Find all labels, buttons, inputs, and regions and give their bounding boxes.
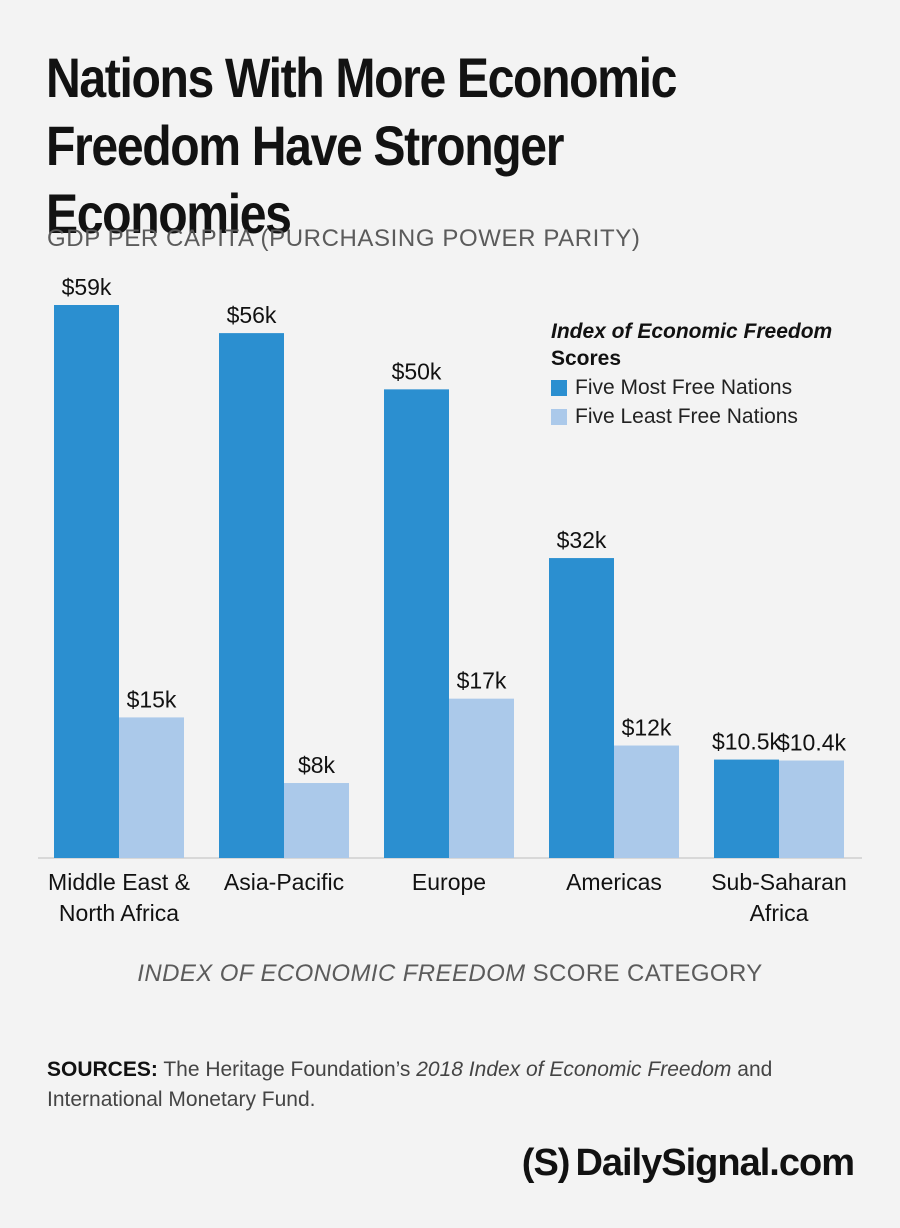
title-line-2: Freedom Have Stronger Economies	[46, 114, 564, 245]
sources-lead: SOURCES:	[47, 1058, 158, 1081]
data-label-least-free-1: $8k	[298, 752, 336, 778]
data-label-most-free-4: $10.5k	[712, 729, 782, 755]
legend-title-italic: Index of Economic Freedom	[551, 320, 833, 343]
bar-most-free-0	[54, 305, 119, 858]
legend-title-rest: Scores	[551, 347, 622, 370]
sources-text-1: The Heritage Foundation’s	[157, 1058, 417, 1081]
x-axis-label-italic: INDEX OF ECONOMIC FREEDOM	[137, 960, 526, 987]
data-label-most-free-0: $59k	[62, 274, 112, 300]
legend: Index of Economic Freedom Scores Five Mo…	[551, 318, 900, 430]
category-label-0-line-0: Middle East &	[48, 869, 190, 895]
sources-text-2: and International Monetary Fund.	[47, 1058, 773, 1111]
logo-mark: (S)	[521, 1142, 571, 1184]
data-label-most-free-2: $50k	[392, 358, 442, 384]
sources: SOURCES: The Heritage Foundation’s 2018 …	[47, 1055, 867, 1115]
legend-item-least-free: Five Least Free Nations	[551, 403, 900, 430]
bar-most-free-4	[714, 759, 779, 858]
legend-swatch-least-free	[551, 408, 567, 425]
data-label-least-free-3: $12k	[622, 715, 672, 741]
category-label-4-line-1: Africa	[750, 900, 809, 926]
category-label-3-line-0: Americas	[566, 869, 662, 895]
logo-text: DailySignal.com	[575, 1142, 855, 1184]
legend-title: Index of Economic Freedom Scores	[551, 318, 900, 372]
bar-least-free-3	[614, 745, 679, 858]
chart-subtitle: GDP PER CAPITA (PURCHASING POWER PARITY)	[47, 225, 641, 252]
category-label-4-line-0: Sub-Saharan	[711, 869, 847, 895]
title-line-1: Nations With More Economic	[46, 46, 677, 109]
bar-least-free-0	[119, 717, 184, 858]
bar-most-free-3	[549, 558, 614, 858]
bar-chart: $59k $56k $50k $32k $10.5k $15k $8k $17k $12k $10…	[38, 274, 862, 926]
bar-least-free-2	[449, 698, 514, 858]
data-label-least-free-2: $17k	[457, 668, 507, 694]
bar-least-free-1	[284, 783, 349, 858]
bar-most-free-2	[384, 389, 449, 858]
title: Nations With More Economic Freedom Have …	[46, 44, 760, 248]
data-label-least-free-0: $15k	[127, 686, 177, 712]
x-axis-label-rest: SCORE CATEGORY	[525, 960, 763, 987]
daily-signal-logo: (S) DailySignal.com	[521, 1142, 855, 1185]
bar-least-free-4	[779, 760, 844, 858]
x-axis-label: INDEX OF ECONOMIC FREEDOM SCORE CATEGORY	[0, 960, 900, 988]
legend-item-most-free: Five Most Free Nations	[551, 374, 900, 401]
bar-most-free-1	[219, 333, 284, 858]
legend-label-least-free: Five Least Free Nations	[575, 404, 798, 428]
data-label-most-free-1: $56k	[227, 302, 277, 328]
legend-label-most-free: Five Most Free Nations	[575, 375, 793, 399]
category-label-1-line-0: Asia-Pacific	[224, 869, 344, 895]
data-label-most-free-3: $32k	[557, 527, 607, 553]
sources-publication: 2018 Index of Economic Freedom	[416, 1058, 732, 1081]
data-label-least-free-4: $10.4k	[777, 730, 847, 756]
legend-swatch-most-free	[551, 379, 567, 396]
category-label-0-line-1: North Africa	[59, 900, 179, 926]
category-label-2-line-0: Europe	[412, 869, 486, 895]
